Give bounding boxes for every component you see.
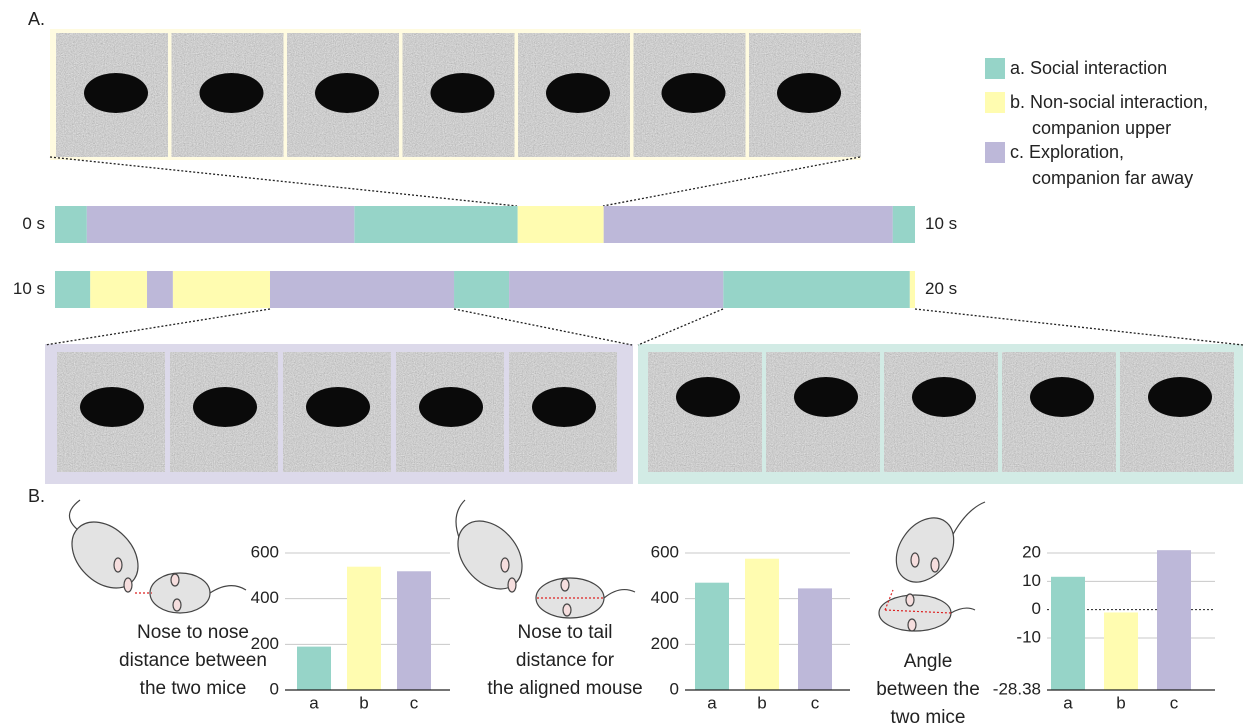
y-tick-label: 600 — [251, 542, 279, 561]
caption: Nose to nose — [137, 622, 249, 643]
photo-mouse — [84, 73, 148, 113]
photo-mouse — [662, 73, 726, 113]
x-tick-label: b — [1116, 693, 1125, 712]
bar — [1157, 550, 1191, 690]
bar — [1051, 577, 1085, 690]
photo-mouse — [315, 73, 379, 113]
x-tick-label: a — [707, 693, 717, 712]
bar — [745, 559, 779, 690]
bar — [297, 647, 331, 690]
x-tick-label: c — [811, 693, 820, 712]
legend-label: companion upper — [1032, 118, 1171, 138]
bar — [347, 567, 381, 690]
bar — [798, 588, 832, 690]
legend-swatch — [985, 92, 1005, 113]
timeline-segment — [55, 206, 87, 243]
panel-label: A. — [28, 9, 45, 29]
photo-mouse — [532, 387, 596, 427]
photo-mouse — [419, 387, 483, 427]
photo-mouse — [912, 377, 976, 417]
timeline-segment — [723, 271, 910, 308]
figure: A. B. a. Social interac — [0, 0, 1248, 723]
bar — [1104, 612, 1138, 690]
time-label: 10 s — [13, 279, 45, 298]
panel-label: B. — [28, 486, 45, 506]
caption: between the — [876, 679, 980, 700]
photo-mouse — [80, 387, 144, 427]
photo-mouse — [777, 73, 841, 113]
timeline-segment — [454, 271, 509, 308]
caption: distance for — [516, 650, 615, 671]
y-tick-label: 400 — [651, 588, 679, 607]
photo-mouse — [193, 387, 257, 427]
photo-mouse — [546, 73, 610, 113]
time-label: 20 s — [925, 279, 957, 298]
photo-mouse — [794, 377, 858, 417]
timeline-segment — [87, 206, 354, 243]
photo-mouse — [306, 387, 370, 427]
x-tick-label: b — [757, 693, 766, 712]
bar — [397, 571, 431, 690]
y-tick-label: 0 — [670, 679, 679, 698]
x-tick-label: b — [359, 693, 368, 712]
time-label: 10 s — [925, 214, 957, 233]
timeline-segment — [893, 206, 915, 243]
photo-mouse — [1030, 377, 1094, 417]
bar — [695, 583, 729, 690]
x-tick-label: a — [309, 693, 319, 712]
timeline-segment — [910, 271, 915, 308]
time-label: 0 s — [22, 214, 45, 233]
caption: Angle — [904, 651, 953, 672]
photo-mouse — [676, 377, 740, 417]
timeline-segment — [354, 206, 517, 243]
y-tick-label: 0 — [270, 679, 279, 698]
y-tick-label: -28.38 — [993, 679, 1041, 698]
photo-mouse — [431, 73, 495, 113]
y-tick-label: 20 — [1022, 542, 1041, 561]
x-tick-label: a — [1063, 693, 1073, 712]
timeline-segment — [518, 206, 604, 243]
y-tick-label: 600 — [651, 542, 679, 561]
timeline-segment — [173, 271, 270, 308]
timeline-segment — [509, 271, 723, 308]
timeline-segment — [55, 271, 90, 308]
photo-mouse — [1148, 377, 1212, 417]
legend-label: b. Non-social interaction, — [1010, 92, 1208, 112]
legend-label: companion far away — [1032, 168, 1193, 188]
caption: the two mice — [140, 678, 247, 699]
caption: the aligned mouse — [487, 678, 642, 699]
x-tick-label: c — [410, 693, 419, 712]
legend-label: c. Exploration, — [1010, 142, 1124, 162]
legend-swatch — [985, 58, 1005, 79]
timeline-segment — [604, 206, 893, 243]
y-tick-label: -10 — [1016, 627, 1041, 646]
mouse-diagrams — [59, 500, 985, 631]
caption: two mice — [891, 707, 966, 723]
y-tick-label: 0 — [1032, 599, 1041, 618]
y-tick-label: 400 — [251, 588, 279, 607]
timeline-segment — [270, 271, 454, 308]
legend-swatch — [985, 142, 1005, 163]
timeline-segment — [90, 271, 147, 308]
y-tick-label: 10 — [1022, 571, 1041, 590]
caption: distance between — [119, 650, 267, 671]
x-tick-label: c — [1170, 693, 1179, 712]
timeline-segment — [147, 271, 173, 308]
caption: Nose to tail — [517, 622, 612, 643]
photo-mouse — [200, 73, 264, 113]
y-tick-label: 200 — [651, 634, 679, 653]
legend-label: a. Social interaction — [1010, 58, 1167, 78]
